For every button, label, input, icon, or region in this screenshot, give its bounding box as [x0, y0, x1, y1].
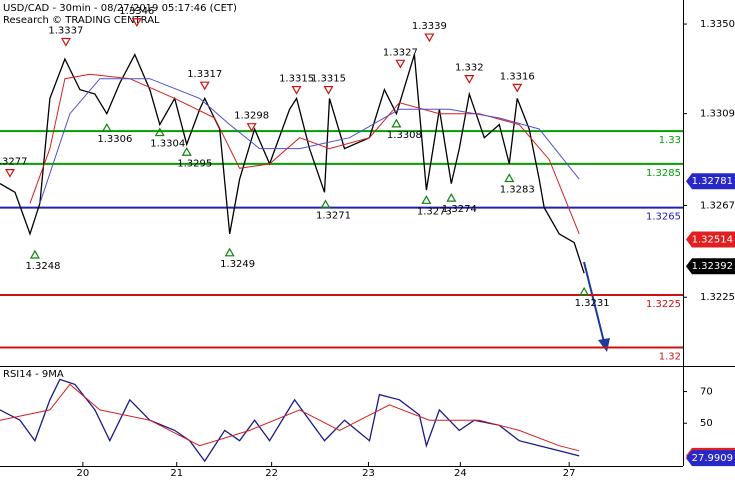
pivot-high-marker — [131, 18, 142, 27]
pivot-label: 1.3248 — [25, 261, 60, 272]
series-line — [0, 53, 585, 274]
y-tick-label: 1.3267 — [700, 200, 735, 211]
y-tick-label: 70 — [700, 387, 713, 398]
pivot-high-marker — [512, 83, 523, 93]
pivot-label: 1.3337 — [48, 25, 83, 36]
pivot-low-marker — [224, 247, 235, 257]
pivot-label: 1.3274 — [442, 204, 477, 215]
pivot-low-marker — [29, 249, 40, 259]
pivot-label: 1.3249 — [220, 259, 255, 270]
pivot-label: 1.3271 — [316, 211, 351, 222]
pivot-label: 1.3298 — [234, 111, 269, 122]
x-tick-label: 20 — [77, 468, 90, 479]
price-tag-label: 1.32514 — [692, 235, 733, 246]
pivot-low-marker — [391, 118, 402, 128]
x-tick-label: 24 — [454, 468, 467, 479]
pivot-label: 1.3308 — [387, 130, 422, 141]
level-label: 1.3225 — [646, 299, 681, 310]
pivot-label: 1.3277 — [0, 157, 27, 168]
y-tick-label: 1.3350 — [700, 19, 735, 30]
y-tick-label: 50 — [700, 418, 713, 429]
pivot-label: 1.3231 — [575, 298, 610, 309]
pivot-label: 1.332 — [455, 63, 484, 74]
pivot-high-marker — [323, 85, 334, 95]
pivot-high-marker — [464, 75, 475, 84]
pivot-low-marker — [101, 123, 112, 132]
chart-subtitle: Research © TRADING CENTRAL — [3, 15, 160, 26]
level-label: 1.32 — [659, 352, 681, 363]
x-tick-label: 21 — [170, 468, 183, 479]
pivot-label: 1.3317 — [187, 69, 222, 80]
pivot-label: 1.3283 — [500, 184, 535, 195]
rsi-title: RSI14 - 9MA — [3, 369, 64, 380]
price-tag-label: 27.9909 — [692, 453, 733, 464]
price-tag-label: 1.32392 — [692, 261, 733, 272]
pivot-low-marker — [421, 195, 432, 204]
pivot-low-marker — [320, 199, 331, 209]
level-label: 1.3285 — [646, 168, 681, 179]
price-tag — [686, 450, 735, 467]
pivot-low-marker — [181, 147, 192, 156]
level-label: 1.33 — [659, 135, 681, 146]
chart-title: USD/CAD - 30min - 08/27/2019 05:17:46 (C… — [3, 3, 237, 14]
level-label: 1.3265 — [646, 212, 681, 223]
pivot-label: 1.3315 — [279, 74, 314, 85]
pivot-label: 1.3306 — [97, 134, 132, 145]
x-tick-label: 23 — [362, 468, 375, 479]
pivot-low-marker — [579, 286, 590, 296]
pivot-label: 1.3295 — [177, 158, 212, 169]
pivot-low-marker — [154, 127, 165, 137]
x-tick-label: 27 — [563, 468, 576, 479]
pivot-label: 1.3304 — [150, 139, 185, 150]
pivot-high-marker — [4, 168, 16, 178]
pivot-high-marker — [60, 37, 71, 47]
y-tick-label: 1.3309 — [700, 109, 735, 120]
pivot-high-marker — [395, 59, 406, 69]
series-line — [0, 383, 580, 452]
x-tick-label: 22 — [265, 468, 278, 479]
pivot-label: 1.3273 — [417, 206, 452, 217]
pivot-high-marker — [246, 123, 257, 132]
pivot-label: 1.3327 — [383, 47, 418, 58]
price-tag-label: 1.32781 — [692, 176, 733, 187]
pivot-label: 1.3339 — [412, 21, 447, 32]
pivot-high-marker — [291, 85, 302, 95]
pivot-label: 1.3315 — [311, 74, 346, 85]
price-tag — [686, 258, 735, 275]
pivot-label: 1.3346 — [119, 6, 154, 17]
price-tag — [686, 173, 735, 190]
pivot-high-marker — [424, 33, 435, 43]
forecast-arrow — [583, 261, 605, 343]
price-tag — [686, 231, 735, 248]
pivot-high-marker — [199, 81, 210, 91]
series-line — [39, 78, 580, 204]
pivot-label: 1.3316 — [500, 71, 535, 82]
y-tick-label: 1.3225 — [700, 292, 735, 303]
pivot-low-marker — [446, 192, 457, 202]
pivot-low-marker — [504, 173, 515, 183]
